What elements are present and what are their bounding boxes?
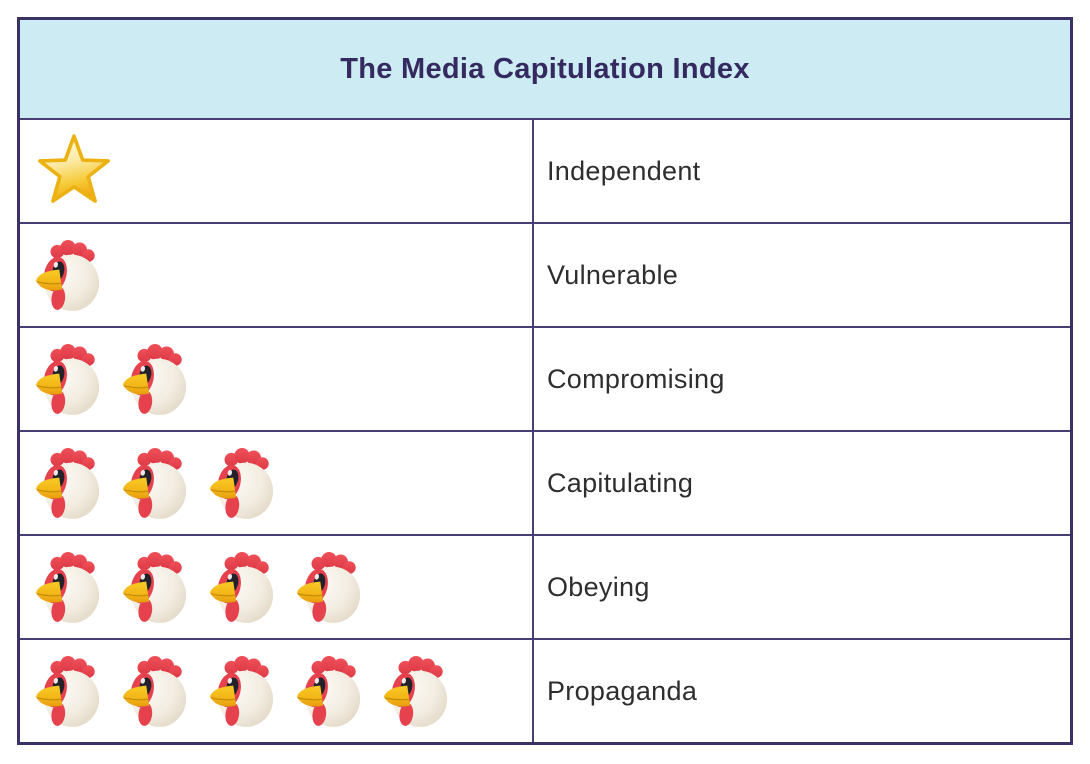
chicken-icon (35, 238, 101, 312)
page-title: The Media Capitulation Index (340, 52, 750, 85)
chicken-icon (209, 654, 275, 728)
chicken-icon (209, 446, 275, 520)
chicken-icon (35, 342, 101, 416)
chicken-icon (122, 342, 188, 416)
table-row: Compromising (20, 328, 1070, 432)
label-cell: Compromising (534, 328, 1070, 430)
chicken-icon (383, 654, 449, 728)
row-label: Vulnerable (547, 259, 679, 290)
icon-cell (20, 224, 534, 326)
label-cell: Propaganda (534, 640, 1070, 742)
table-row: Obeying (20, 536, 1070, 640)
table-row: Vulnerable (20, 224, 1070, 328)
chicken-icon (122, 550, 188, 624)
chicken-icon (35, 654, 101, 728)
table-row: Capitulating (20, 432, 1070, 536)
icon-cell (20, 640, 534, 742)
chicken-icon (122, 446, 188, 520)
label-cell: Obeying (534, 536, 1070, 638)
row-label: Compromising (547, 363, 725, 394)
rows: Independent Vulnerable Compromising Capi… (20, 120, 1070, 742)
row-label: Propaganda (547, 675, 698, 706)
table-header: The Media Capitulation Index (20, 20, 1070, 120)
chicken-icon (122, 654, 188, 728)
label-cell: Capitulating (534, 432, 1070, 534)
icon-cell (20, 120, 534, 222)
icon-cell (20, 432, 534, 534)
icon-cell (20, 536, 534, 638)
row-label: Obeying (547, 571, 650, 602)
icon-cell (20, 328, 534, 430)
chicken-icon (296, 654, 362, 728)
row-label: Capitulating (547, 467, 694, 498)
table-row: Independent (20, 120, 1070, 224)
chicken-icon (296, 550, 362, 624)
star-icon (35, 134, 113, 208)
label-cell: Independent (534, 120, 1070, 222)
chicken-icon (35, 550, 101, 624)
chicken-icon (35, 446, 101, 520)
media-capitulation-index-table: The Media Capitulation Index Independent… (17, 17, 1073, 745)
label-cell: Vulnerable (534, 224, 1070, 326)
chicken-icon (209, 550, 275, 624)
table-row: Propaganda (20, 640, 1070, 742)
row-label: Independent (547, 155, 701, 186)
